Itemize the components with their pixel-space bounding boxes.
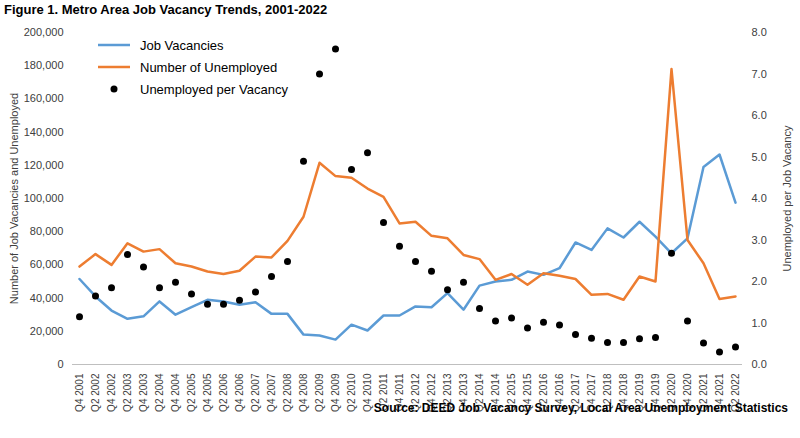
svg-text:Number of Job Vacancies and Un: Number of Job Vacancies and Unemployed xyxy=(8,93,20,304)
svg-text:Q2 2008: Q2 2008 xyxy=(282,373,293,412)
svg-text:Q2 2012: Q2 2012 xyxy=(409,373,421,412)
svg-text:160,000: 160,000 xyxy=(24,92,64,104)
svg-text:0: 0 xyxy=(57,358,63,370)
svg-text:Q4 2009: Q4 2009 xyxy=(330,373,341,412)
svg-text:Q4 2014: Q4 2014 xyxy=(489,373,501,412)
svg-text:Q2 2010: Q2 2010 xyxy=(346,373,357,412)
svg-text:180,000: 180,000 xyxy=(24,59,64,71)
svg-text:Q4 2016: Q4 2016 xyxy=(553,373,565,412)
svg-text:8.0: 8.0 xyxy=(752,26,767,38)
svg-text:Q2 2009: Q2 2009 xyxy=(314,373,325,412)
svg-text:Q4 2011: Q4 2011 xyxy=(393,373,405,412)
html-text:Source: DEED Job Vacancy Surve: Source: DEED Job Vacancy Survey, Local A… xyxy=(373,401,788,415)
svg-text:Q2 2004: Q2 2004 xyxy=(154,373,165,412)
svg-text:2.0: 2.0 xyxy=(752,275,767,287)
svg-text:7.0: 7.0 xyxy=(752,68,767,80)
svg-text:Q4 2019: Q4 2019 xyxy=(649,373,661,412)
svg-text:Q2 2021: Q2 2021 xyxy=(697,373,709,412)
svg-text:Q2 2020: Q2 2020 xyxy=(665,373,677,412)
svg-text:Unemployed per Job Vacancy: Unemployed per Job Vacancy xyxy=(781,125,793,271)
svg-text:Q2 2017: Q2 2017 xyxy=(569,373,581,412)
svg-text:100,000: 100,000 xyxy=(24,192,64,204)
svg-text:4.0: 4.0 xyxy=(752,192,767,204)
svg-text:Q4 2005: Q4 2005 xyxy=(202,373,213,412)
svg-text:Q2 2005: Q2 2005 xyxy=(186,373,197,412)
svg-text:120,000: 120,000 xyxy=(24,159,64,171)
svg-text:Q4 2018: Q4 2018 xyxy=(617,373,629,412)
svg-text:Q4 2006: Q4 2006 xyxy=(234,373,245,412)
svg-text:200,000: 200,000 xyxy=(24,26,64,38)
svg-text:Q4 2010: Q4 2010 xyxy=(362,373,373,412)
svg-text:Q4 2017: Q4 2017 xyxy=(585,373,597,412)
svg-text:Q4 2021: Q4 2021 xyxy=(713,373,725,412)
svg-text:20,000: 20,000 xyxy=(30,325,64,337)
svg-text:Q4 2007: Q4 2007 xyxy=(266,373,277,412)
svg-text:0.0: 0.0 xyxy=(752,358,767,370)
html-text:Unemployed per Vacancy: Unemployed per Vacancy xyxy=(140,81,288,97)
svg-text:Q4 2003: Q4 2003 xyxy=(138,373,149,412)
svg-text:Q2 2013: Q2 2013 xyxy=(441,373,453,412)
svg-text:Q4 2004: Q4 2004 xyxy=(170,373,181,412)
svg-text:Q2 2018: Q2 2018 xyxy=(601,373,613,412)
html-text:Figure 1. Metro Area Job Vacan: Figure 1. Metro Area Job Vacancy Trends,… xyxy=(4,2,328,17)
html-text:Number of Unemployed: Number of Unemployed xyxy=(140,59,278,75)
svg-text:Q4 2015: Q4 2015 xyxy=(521,373,533,412)
svg-text:5.0: 5.0 xyxy=(752,151,767,163)
svg-text:Q2 2003: Q2 2003 xyxy=(122,373,133,412)
svg-text:Q2 2015: Q2 2015 xyxy=(505,373,517,412)
svg-text:Q2 2011: Q2 2011 xyxy=(377,373,389,412)
svg-text:Q2 2002: Q2 2002 xyxy=(90,373,101,412)
svg-text:60,000: 60,000 xyxy=(30,258,64,270)
svg-text:Q4 2013: Q4 2013 xyxy=(457,373,469,412)
svg-text:Q4 2020: Q4 2020 xyxy=(681,373,693,412)
svg-text:Q2 2007: Q2 2007 xyxy=(250,373,261,412)
svg-text:Q4 2008: Q4 2008 xyxy=(298,373,309,412)
svg-text:Q2 2014: Q2 2014 xyxy=(473,373,485,412)
svg-text:40,000: 40,000 xyxy=(30,292,64,304)
svg-text:Q2 2016: Q2 2016 xyxy=(537,373,549,412)
svg-text:6.0: 6.0 xyxy=(752,109,767,121)
svg-text:1.0: 1.0 xyxy=(752,317,767,329)
svg-text:Q4 2012: Q4 2012 xyxy=(425,373,437,412)
svg-text:Q4 2002: Q4 2002 xyxy=(106,373,117,412)
svg-text:3.0: 3.0 xyxy=(752,234,767,246)
html-text:Job Vacancies: Job Vacancies xyxy=(140,37,224,53)
svg-text:80,000: 80,000 xyxy=(30,225,64,237)
svg-text:Q2 2006: Q2 2006 xyxy=(218,373,229,412)
svg-text:Q2 2022: Q2 2022 xyxy=(729,373,741,412)
svg-text:Q4 2001: Q4 2001 xyxy=(74,373,85,412)
svg-text:Q2 2019: Q2 2019 xyxy=(633,373,645,412)
svg-text:140,000: 140,000 xyxy=(24,126,64,138)
